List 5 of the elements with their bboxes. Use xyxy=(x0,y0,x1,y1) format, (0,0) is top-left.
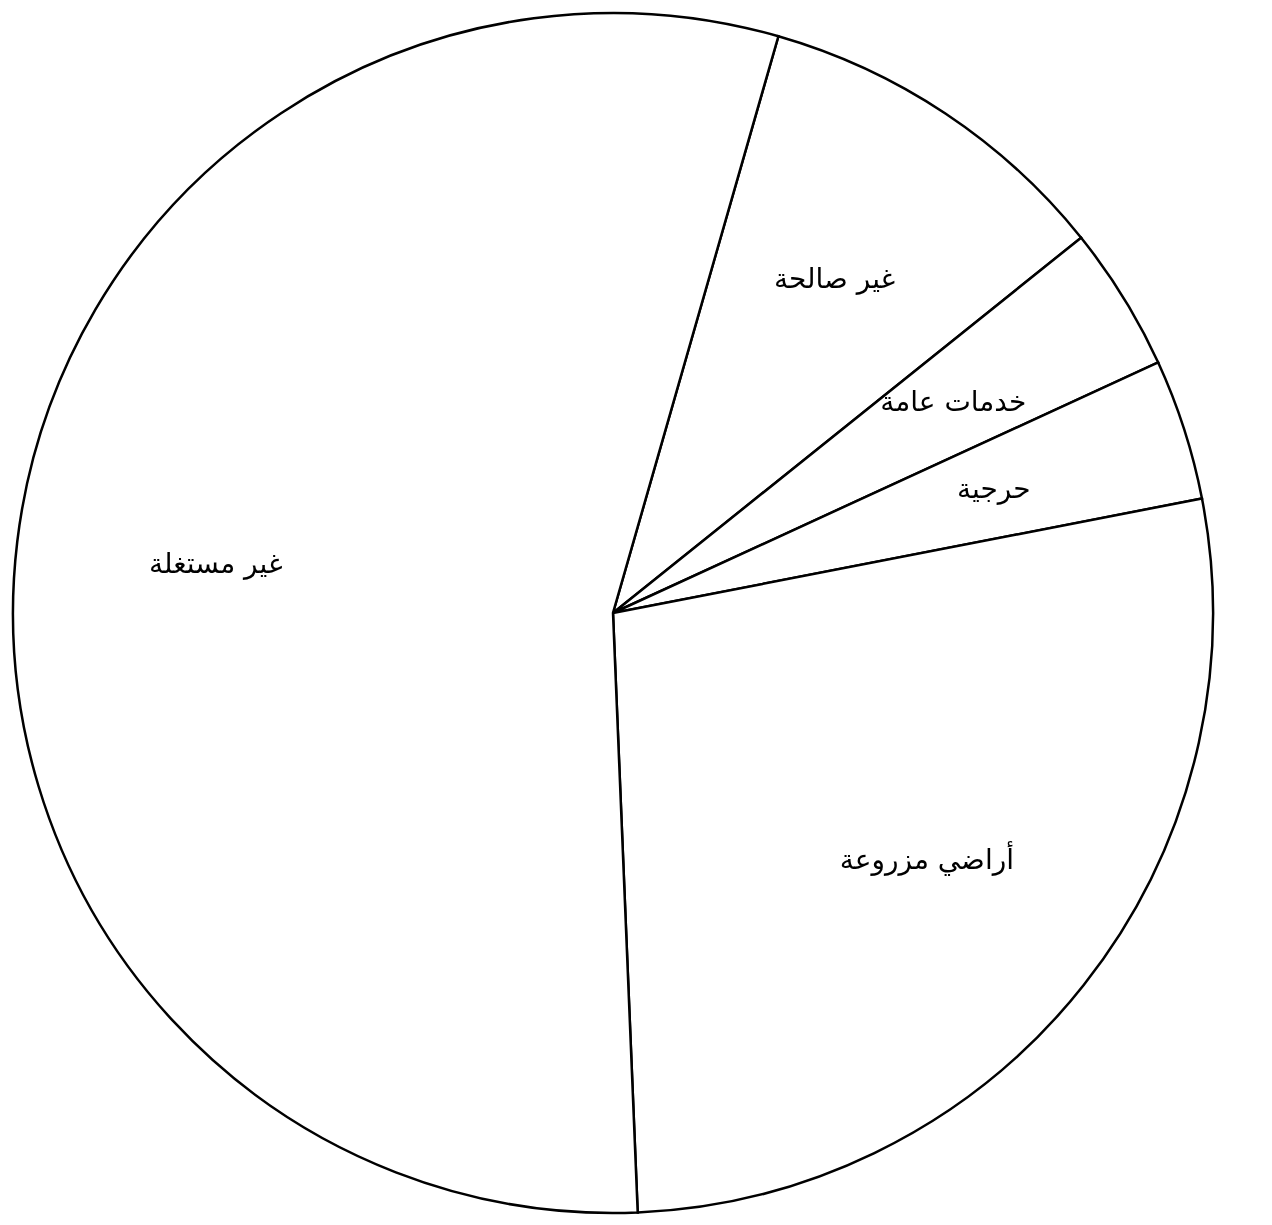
slice-label: غير صالحة xyxy=(773,261,896,295)
slice-label: حرجية xyxy=(957,472,1031,506)
slice-label: أراضي مزروعة xyxy=(839,840,1014,877)
slice-label: خدمات عامة xyxy=(880,384,1027,418)
slice-label: غير مستغلة xyxy=(149,547,283,581)
